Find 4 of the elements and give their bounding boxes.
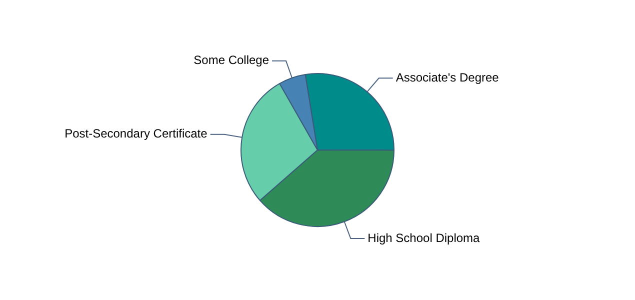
slice-label: High School Diploma	[368, 230, 480, 245]
slice-label: Some College	[194, 53, 270, 68]
slice-label: Associate's Degree	[396, 70, 500, 84]
slice-label: Post-Secondary Certificate	[64, 126, 208, 141]
